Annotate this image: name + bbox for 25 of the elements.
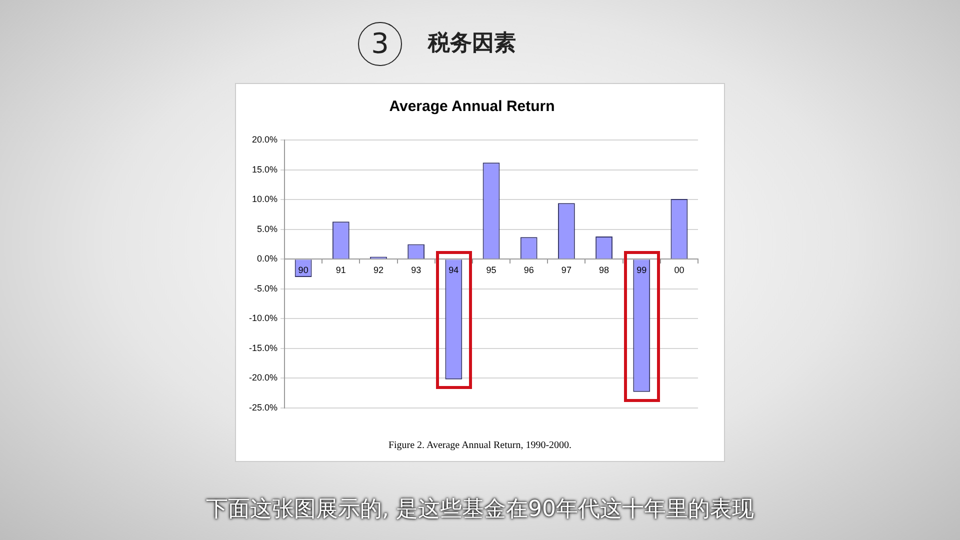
y-tick-label: -25.0% (248, 402, 278, 412)
x-tick-label: 98 (599, 265, 610, 276)
y-tick-label: 20.0% (252, 134, 278, 144)
x-tick-label: 97 (561, 265, 572, 276)
y-tick-label: 0.0% (257, 254, 278, 264)
y-tick-label: 15.0% (252, 164, 278, 174)
caption: Figure 2. Average Annual Return, 1990-2000. (387, 440, 573, 451)
x-tick-label: 00 (674, 265, 684, 276)
x-tick-label: 91 (336, 265, 346, 276)
text: 下面这张图展示的, 是这些基金在90年代这十年里的表现 (204, 496, 756, 524)
y-tick-label: -5.0% (254, 283, 278, 294)
x-tick-label: 92 (373, 265, 384, 276)
y-tick-label: 5.0% (257, 224, 278, 234)
y-tick-label: 10.0% (252, 194, 278, 204)
x-tick-label: 90 (298, 265, 308, 276)
y-tick-label: -10.0% (248, 313, 278, 324)
x-tick-label: 95 (486, 265, 496, 276)
x-tick-label: 96 (524, 265, 534, 276)
x-tick-label: 94 (448, 265, 459, 276)
y-tick-label: -20.0% (248, 372, 278, 383)
x-tick-label: 93 (411, 265, 422, 276)
text: 税务因素 (428, 30, 516, 58)
chart-title: Average Annual Return (389, 98, 555, 116)
x-tick-label: 99 (636, 265, 647, 276)
y-tick-label: -15.0% (248, 342, 278, 353)
